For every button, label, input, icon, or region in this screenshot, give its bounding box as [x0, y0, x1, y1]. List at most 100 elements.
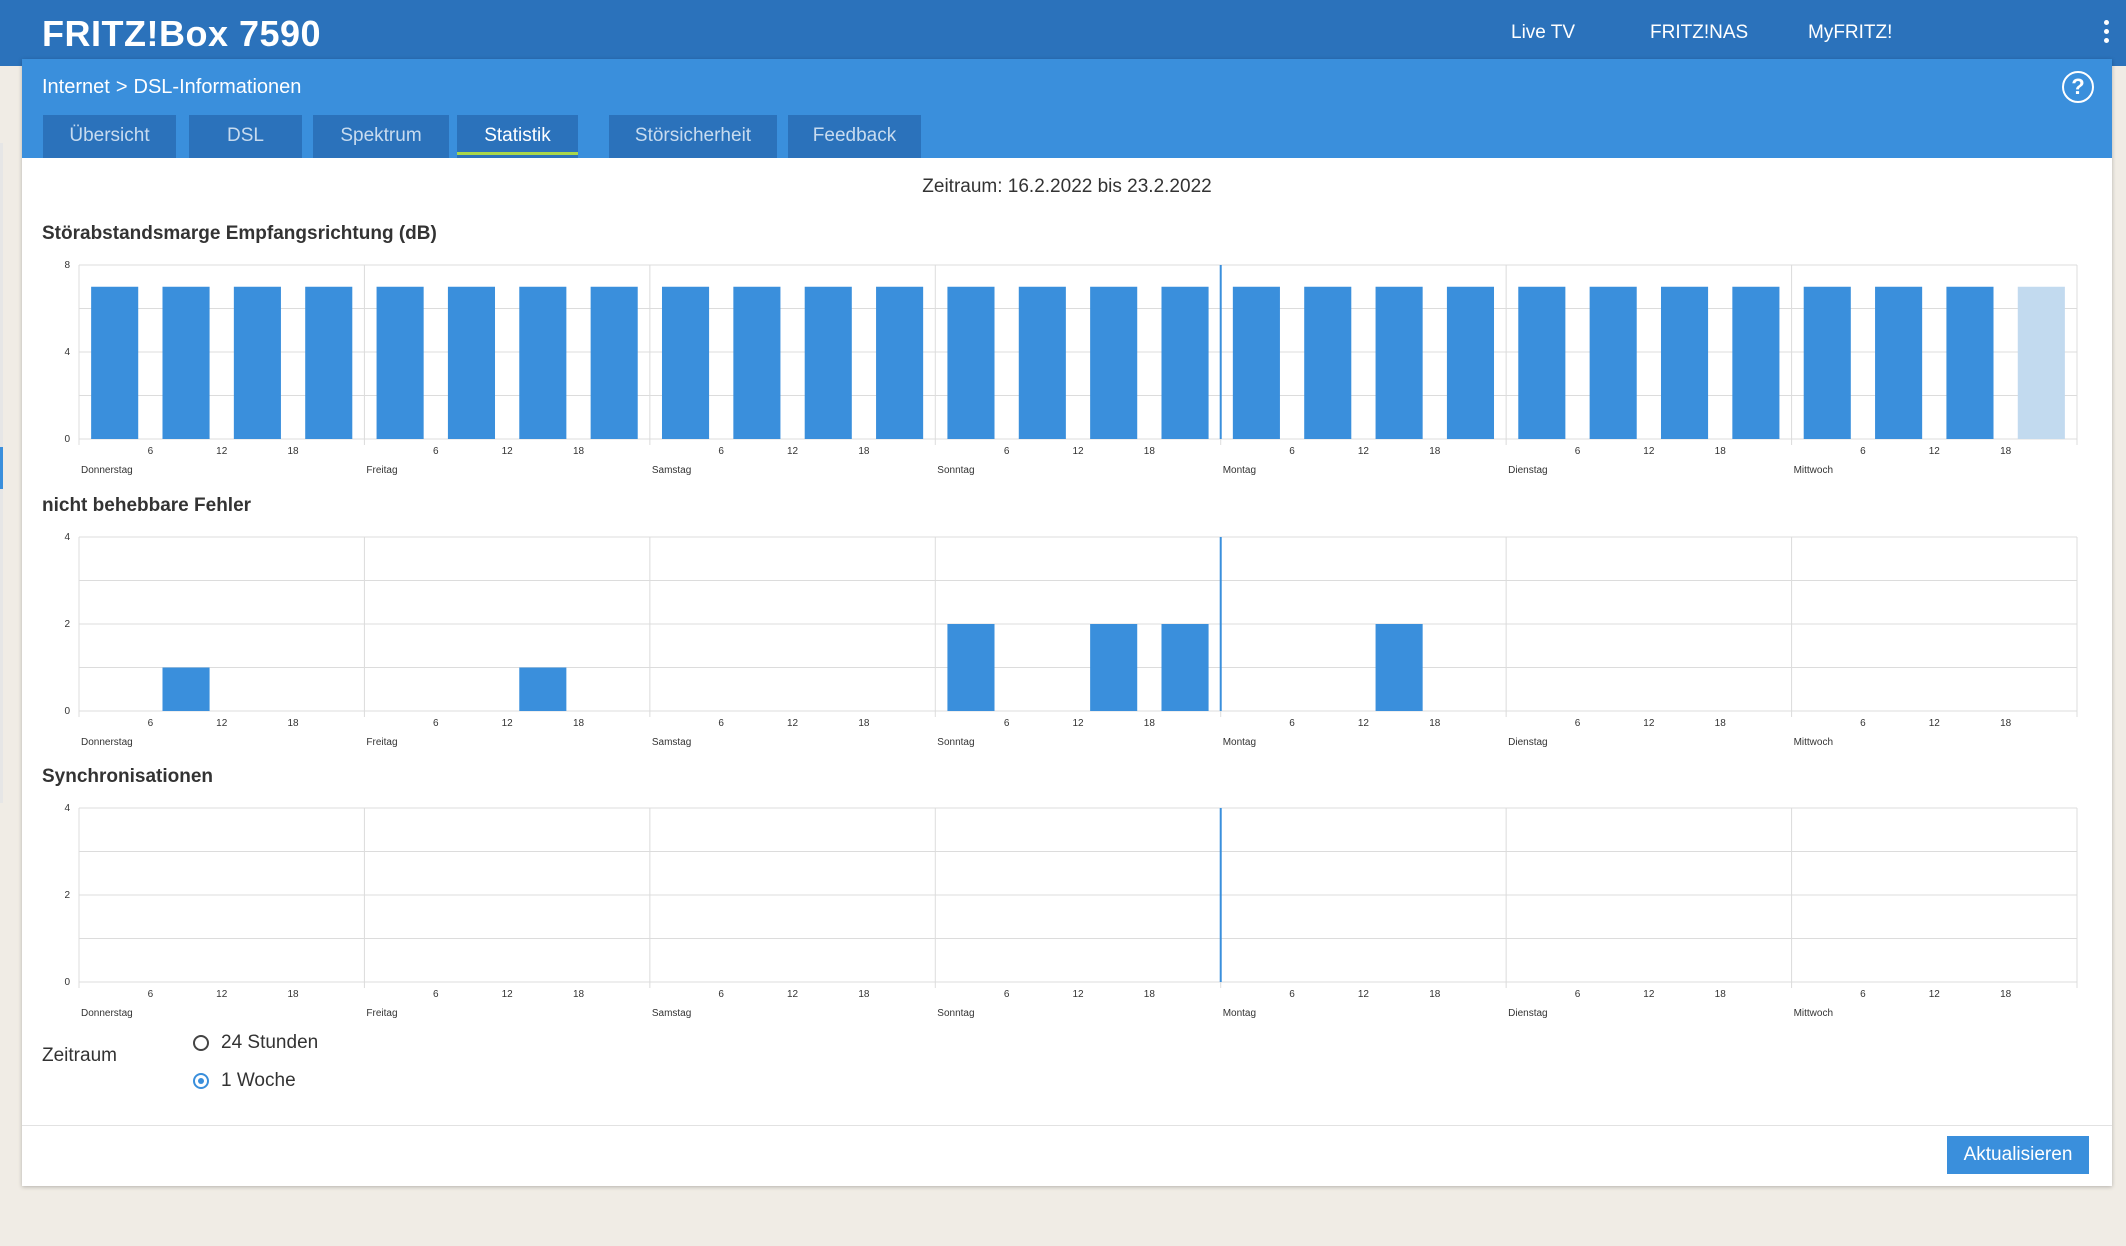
tab-stoersicherheit[interactable]: Störsicherheit: [609, 115, 777, 158]
bar: [1232, 286, 1280, 439]
day-label: Dienstag: [1508, 1008, 1547, 1019]
hour-tick-label: 6: [148, 446, 154, 457]
bar: [91, 286, 139, 439]
more-menu-icon[interactable]: [2104, 20, 2110, 46]
option-24-stunden[interactable]: 24 Stunden: [193, 1029, 318, 1057]
zeitraum-label: Zeitraum: [42, 1045, 117, 1066]
nav-fritz-nas[interactable]: FRITZ!NAS: [1650, 22, 1749, 43]
bar: [376, 286, 424, 439]
hour-tick-label: 18: [288, 718, 300, 729]
tab-feedback[interactable]: Feedback: [788, 115, 921, 158]
hour-tick-label: 6: [433, 718, 439, 729]
day-label: Montag: [1223, 465, 1256, 476]
tab-statistik[interactable]: Statistik: [457, 115, 578, 158]
hour-tick-label: 6: [1575, 989, 1581, 1000]
content-card: Internet > DSL-Informationen ? Übersicht D…: [22, 59, 2112, 1186]
day-label: Samstag: [652, 465, 691, 476]
day-label: Freitag: [366, 1008, 397, 1019]
bar: [305, 286, 353, 439]
hour-tick-label: 12: [216, 989, 228, 1000]
chart-sync: 0 2 4 6 12 18 Donnerstag 6 12 18 Freitag 6 12 18 Samst…: [64, 803, 2078, 1019]
hour-tick-label: 18: [1715, 718, 1727, 729]
label-24-stunden[interactable]: 24 Stunden: [221, 1032, 319, 1053]
chart-snr: 0 4 8 6 12 18 Donnerstag 6 12 18 Freitag 6 12 18 Samst…: [64, 260, 2078, 476]
radio-24-stunden[interactable]: [193, 1035, 209, 1051]
hour-tick-label: 6: [148, 718, 154, 729]
day-label: Sonntag: [937, 737, 974, 748]
hour-tick-label: 18: [288, 989, 300, 1000]
footer-divider: [22, 1125, 2112, 1126]
day-label: Mittwoch: [1794, 737, 1833, 748]
bar: [947, 624, 995, 711]
hour-tick-label: 18: [2000, 718, 2012, 729]
chart-title-snr: Störabstandsmarge Empfangsrichtung (dB): [42, 223, 437, 244]
card-header: Internet > DSL-Informationen ? Übersicht D…: [22, 59, 2112, 158]
day-label: Donnerstag: [81, 465, 133, 476]
hour-tick-label: 12: [1929, 446, 1941, 457]
day-label: Dienstag: [1508, 465, 1547, 476]
breadcrumb-separator: >: [115, 76, 128, 98]
hour-tick-label: 18: [1715, 989, 1727, 1000]
bar: [447, 286, 496, 439]
brand-logo[interactable]: FRITZ!Box 7590: [42, 13, 322, 54]
nav-live-tv[interactable]: Live TV: [1511, 22, 1576, 43]
chart-title-sync: Synchronisationen: [42, 766, 214, 787]
hour-tick-label: 18: [858, 989, 870, 1000]
bar: [1161, 624, 1209, 711]
y-tick-label: 0: [64, 434, 70, 445]
chart-errors: 0 2 4 6 12 18 Donnerstag 6 12 18 Freitag 6 12 18 Samst…: [64, 532, 2078, 748]
hour-tick-label: 18: [1144, 718, 1156, 729]
hour-tick-label: 18: [1715, 446, 1727, 457]
day-label: Samstag: [652, 737, 691, 748]
hour-tick-label: 12: [1929, 718, 1941, 729]
hour-tick-label: 12: [1358, 446, 1370, 457]
hour-tick-label: 12: [502, 718, 514, 729]
hour-tick-label: 12: [1072, 446, 1084, 457]
hour-tick-label: 18: [288, 446, 300, 457]
bar: [1161, 286, 1209, 439]
hour-tick-label: 6: [433, 446, 439, 457]
bar: [1589, 286, 1637, 439]
hour-tick-label: 12: [1358, 718, 1370, 729]
hour-tick-label: 6: [1575, 446, 1581, 457]
hour-tick-label: 12: [1643, 718, 1655, 729]
y-tick-label: 4: [64, 532, 70, 543]
day-label: Mittwoch: [1794, 465, 1833, 476]
day-label: Sonntag: [937, 465, 974, 476]
day-label: Freitag: [366, 737, 397, 748]
hour-tick-label: 12: [502, 446, 514, 457]
day-label: Donnerstag: [81, 737, 133, 748]
bar: [1946, 286, 1994, 439]
day-label: Donnerstag: [81, 1008, 133, 1019]
hour-tick-label: 6: [718, 446, 724, 457]
tab-spektrum[interactable]: Spektrum: [313, 115, 449, 158]
hour-tick-label: 6: [1004, 718, 1010, 729]
hour-tick-label: 12: [1643, 446, 1655, 457]
bar: [1018, 286, 1066, 439]
hour-tick-label: 6: [1004, 989, 1010, 1000]
day-label: Freitag: [366, 465, 397, 476]
refresh-button[interactable]: Aktualisieren: [1947, 1136, 2089, 1174]
help-icon[interactable]: ?: [2062, 71, 2094, 103]
bar: [162, 286, 210, 439]
option-1-woche[interactable]: 1 Woche: [193, 1067, 296, 1095]
hour-tick-label: 12: [216, 718, 228, 729]
hour-tick-label: 6: [718, 718, 724, 729]
radio-1-woche[interactable]: [193, 1073, 209, 1089]
hour-tick-label: 18: [573, 718, 585, 729]
hour-tick-label: 18: [573, 989, 585, 1000]
bar: [876, 286, 924, 439]
hour-tick-label: 18: [2000, 989, 2012, 1000]
tab-dsl[interactable]: DSL: [189, 115, 302, 158]
hour-tick-label: 6: [1860, 446, 1866, 457]
bar: [1803, 286, 1851, 439]
breadcrumb-internet[interactable]: Internet: [42, 76, 110, 98]
hour-tick-label: 6: [148, 989, 154, 1000]
y-tick-label: 2: [64, 890, 70, 901]
nav-myfritz[interactable]: MyFRITZ!: [1808, 22, 1893, 43]
tab-uebersicht[interactable]: Übersicht: [43, 115, 176, 158]
hour-tick-label: 18: [1144, 446, 1156, 457]
hour-tick-label: 12: [502, 989, 514, 1000]
label-1-woche[interactable]: 1 Woche: [221, 1070, 296, 1091]
bar: [1375, 624, 1423, 711]
